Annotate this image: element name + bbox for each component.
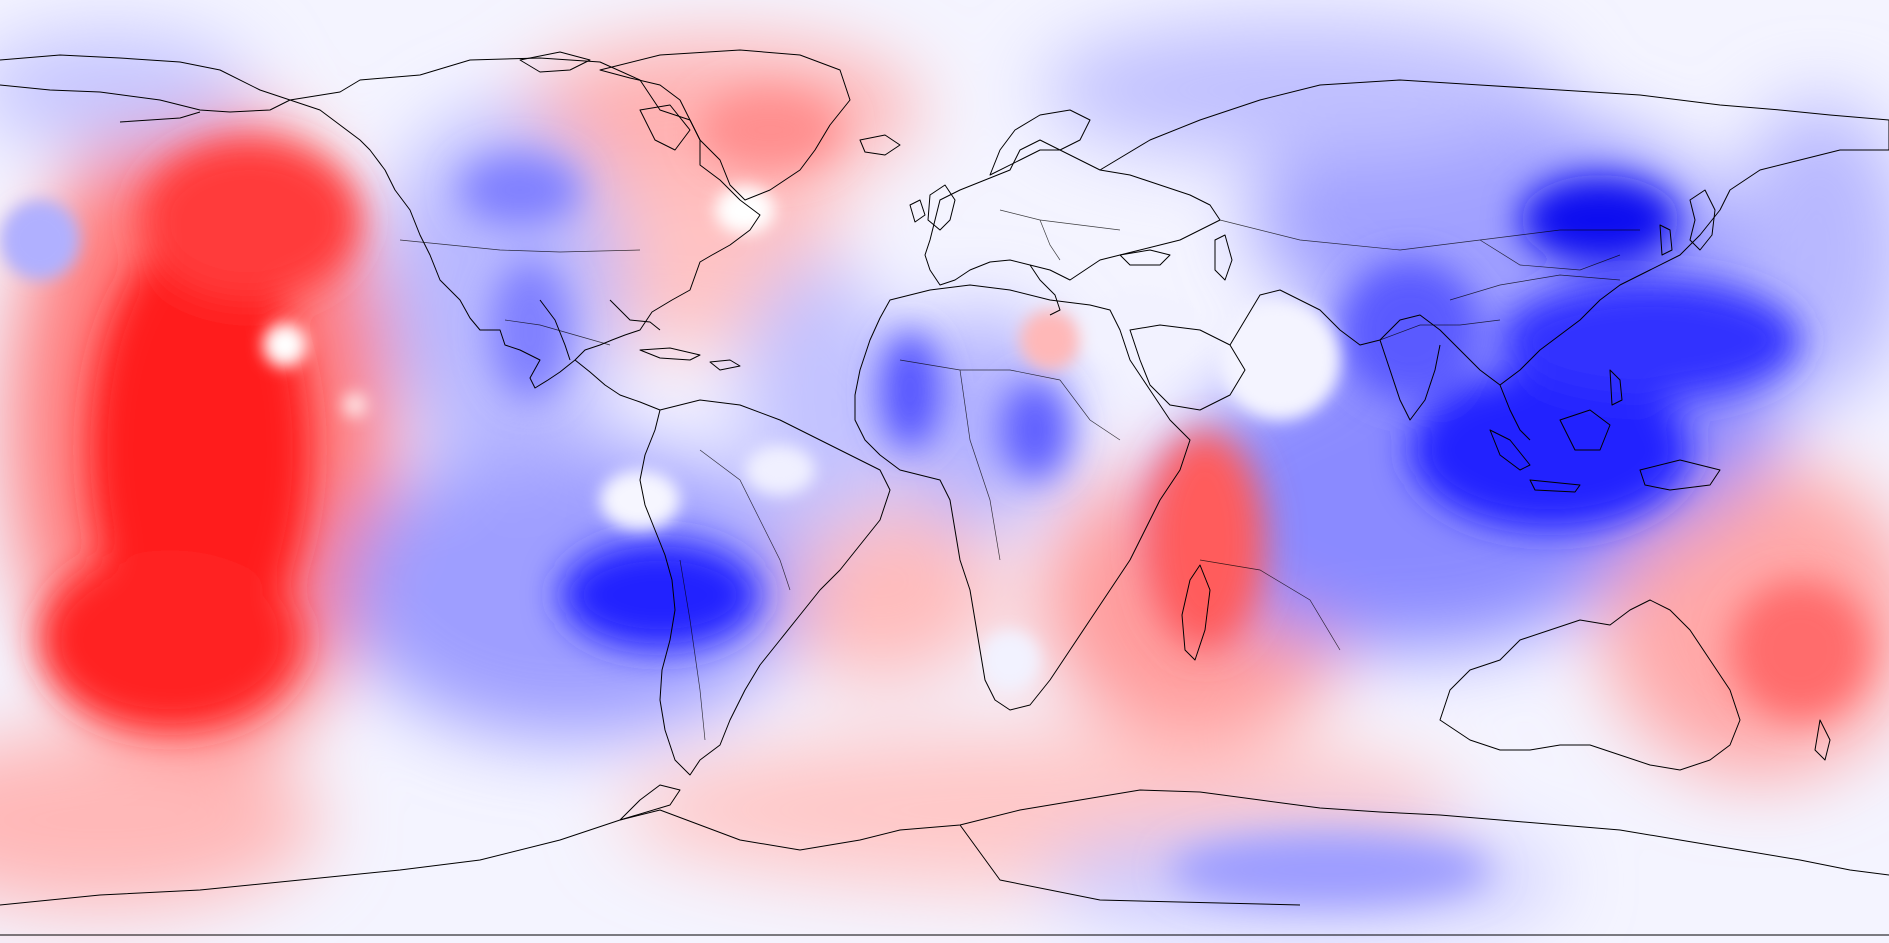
coast-japan xyxy=(1689,189,1716,251)
core-south-indian-cold xyxy=(1410,370,1690,530)
coast-greenland xyxy=(599,49,851,201)
anomaly-east-asia-cold xyxy=(1250,110,1710,330)
coast-iceland xyxy=(859,134,901,156)
coast-indochina xyxy=(1499,384,1531,441)
anomaly-tropical-atlantic-cold xyxy=(740,260,900,540)
coast-antarctica xyxy=(0,789,1889,906)
coast-scandinavia xyxy=(989,109,1091,176)
coast-arctic-islands xyxy=(519,51,591,73)
coast-india xyxy=(1379,339,1441,421)
coast-great-britain xyxy=(927,184,956,231)
core-east-asia-cold xyxy=(1520,175,1680,265)
coast-north-america xyxy=(289,57,761,389)
coast-arabia xyxy=(1129,324,1246,411)
core-africa-cold xyxy=(880,330,940,450)
border-europe-2 xyxy=(1039,219,1061,261)
core-east-antarctic-cold xyxy=(1170,835,1490,905)
core-canada-cold xyxy=(460,155,580,225)
coast-central-america xyxy=(574,359,661,411)
core-patagonia-cold xyxy=(560,540,760,650)
coastlines xyxy=(0,49,1889,936)
anomaly-field-cores xyxy=(40,90,1870,905)
coast-korea xyxy=(1659,224,1673,256)
border-africa-3 xyxy=(1059,379,1121,441)
core-west-pacific-cold xyxy=(1500,280,1800,400)
coast-europe xyxy=(924,139,1221,286)
spot-pacific-white xyxy=(263,323,307,367)
border-russia-south xyxy=(1219,219,1640,251)
border-us-canada xyxy=(399,239,641,253)
coast-madagascar xyxy=(1181,564,1211,661)
coast-south-america xyxy=(639,399,891,776)
anomaly-field-detail xyxy=(0,186,1340,690)
coast-new-guinea xyxy=(1639,459,1721,491)
anomaly-alaska-cold xyxy=(0,30,250,150)
coast-asia xyxy=(1099,79,1889,386)
border-brazil xyxy=(699,449,791,591)
coast-gulf-of-mexico xyxy=(609,299,661,331)
spot-brazil-white xyxy=(745,445,815,495)
core-south-pacific-warm xyxy=(40,550,300,730)
borders xyxy=(399,209,1640,741)
coast-borneo xyxy=(1559,409,1611,451)
coast-black-sea xyxy=(1119,249,1171,266)
core-bay-of-bengal-cold xyxy=(1340,260,1480,400)
coast-alaska xyxy=(0,54,291,113)
anomaly-south-atlantic-warm xyxy=(760,500,1000,680)
coast-italy xyxy=(1029,264,1061,316)
coast-antarctic-inner xyxy=(959,824,1301,906)
border-mongolia xyxy=(1479,239,1621,271)
coast-africa xyxy=(854,284,1191,711)
core-congo-cold xyxy=(1000,380,1070,480)
coast-philippines xyxy=(1609,369,1623,406)
coast-aleutians xyxy=(119,111,201,123)
border-africa-madagascar-ridge xyxy=(1199,559,1341,651)
coast-baffin xyxy=(639,104,691,151)
spot-pacific-white-2 xyxy=(343,393,367,417)
coast-sumatra xyxy=(1489,429,1531,471)
spot-north-pacific-cold xyxy=(0,200,80,280)
border-india-north xyxy=(1379,319,1501,341)
coast-ireland xyxy=(909,199,926,223)
border-china xyxy=(1449,274,1621,301)
border-africa-2 xyxy=(959,369,1001,561)
spot-africa-south-white xyxy=(980,630,1040,690)
coast-caspian-sea xyxy=(1214,234,1233,281)
core-madagascar-warm xyxy=(1145,430,1265,650)
border-africa-1 xyxy=(899,359,1061,381)
core-mexico-cold xyxy=(490,260,570,400)
coast-australia xyxy=(1439,599,1741,771)
coast-cuba xyxy=(639,347,701,361)
border-us-mexico xyxy=(504,319,611,346)
coast-java xyxy=(1529,479,1581,493)
spot-ne-us-white xyxy=(715,186,775,234)
coast-new-zealand xyxy=(1814,719,1831,761)
spot-atlantic-white xyxy=(600,470,680,530)
border-argentina-chile xyxy=(679,559,706,741)
anomaly-sw-corner-warm xyxy=(0,730,320,910)
core-north-pacific-warm xyxy=(140,140,360,300)
spot-sahara-white xyxy=(1080,290,1200,370)
coast-antarctic-peninsula xyxy=(619,784,681,821)
coast-hispaniola xyxy=(709,359,741,371)
core-greenland-warm xyxy=(700,90,840,170)
spot-indian-white xyxy=(1220,300,1340,420)
core-australia-east-warm xyxy=(1730,580,1870,720)
coast-baja xyxy=(539,299,571,361)
spot-north-africa-warm xyxy=(1020,310,1080,370)
border-europe-1 xyxy=(999,209,1121,231)
